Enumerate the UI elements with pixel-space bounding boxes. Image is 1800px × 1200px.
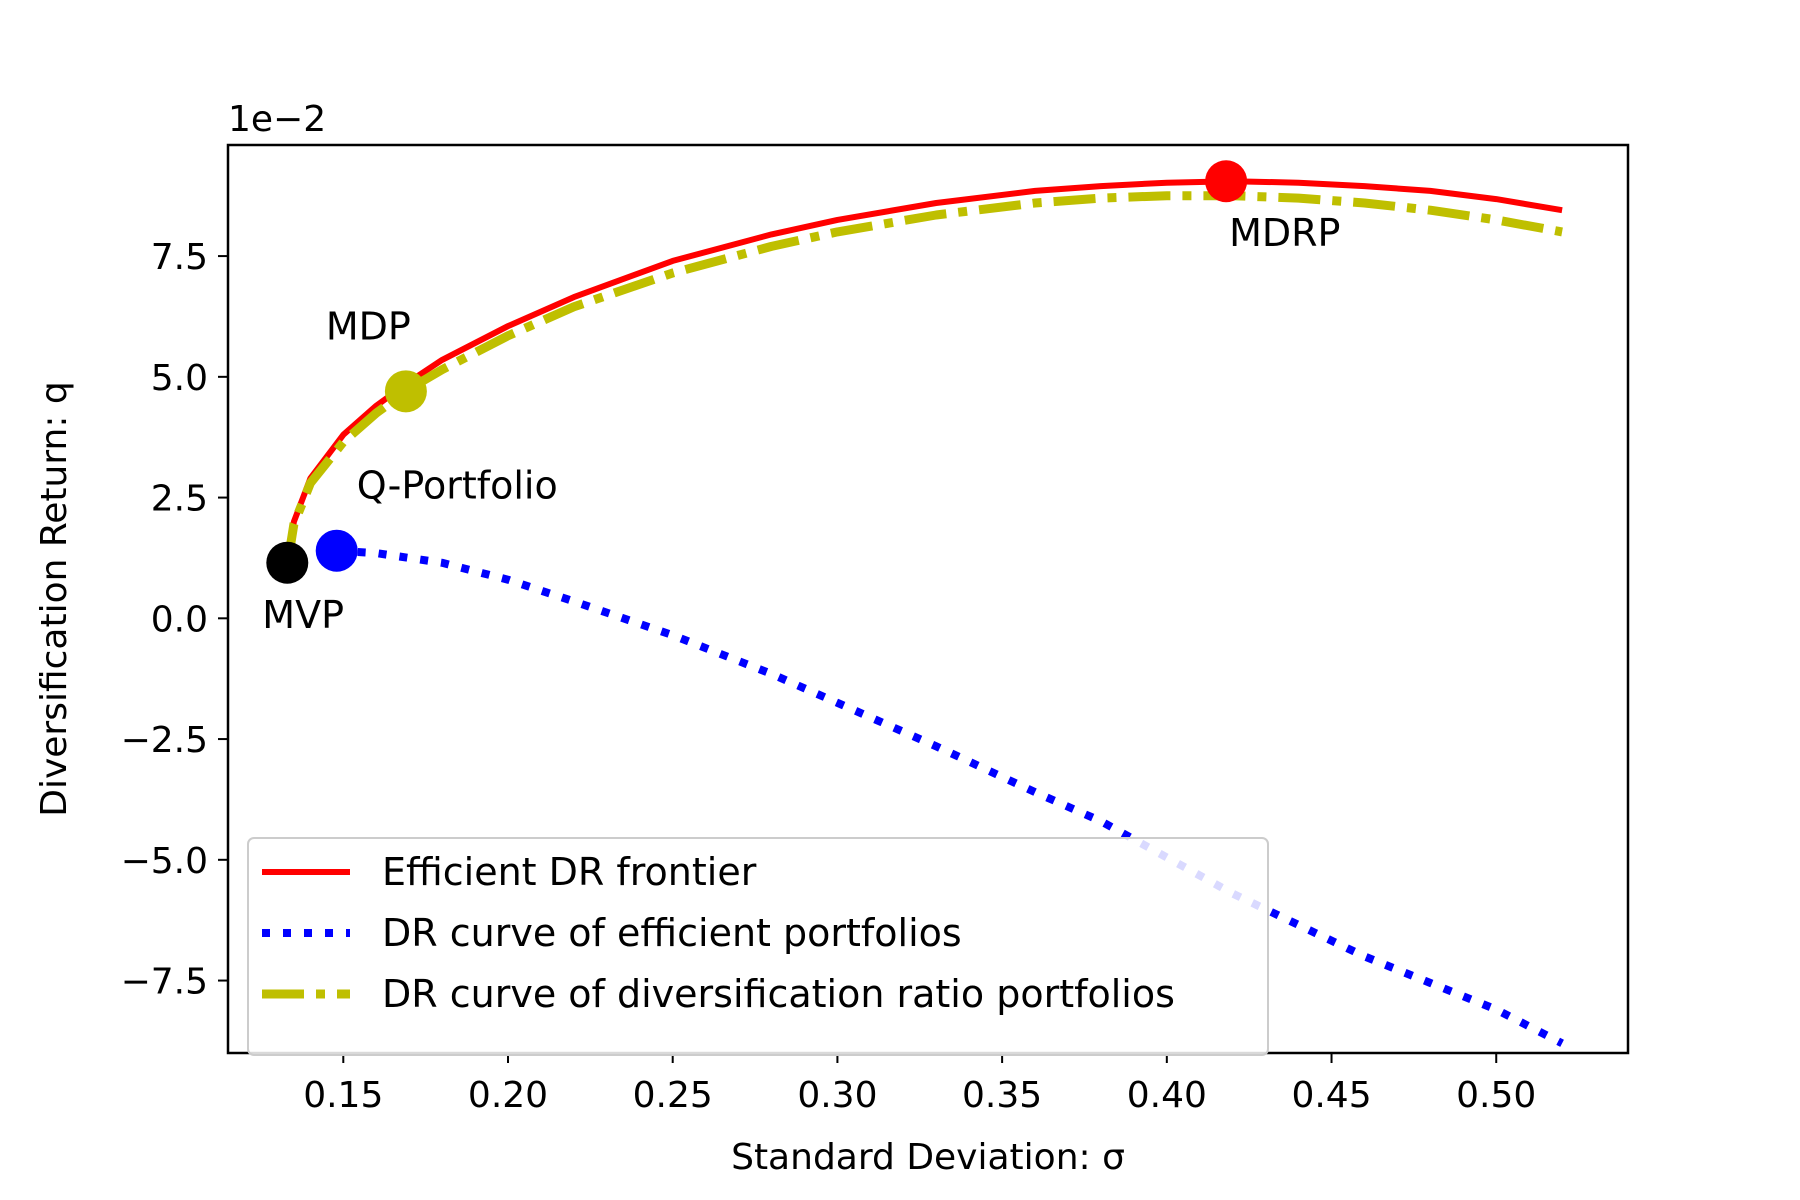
legend-label-dr-curve-of-diversification-ratio-portfolios: DR curve of diversification ratio portfo… — [382, 972, 1175, 1016]
x-tick-label: 0.20 — [468, 1075, 548, 1116]
annotation-mdrp: MDRP — [1229, 211, 1340, 255]
annotation-mdp: MDP — [326, 304, 411, 348]
point-mdp — [384, 370, 427, 413]
point-mvp — [266, 541, 309, 584]
x-tick-label: 0.30 — [797, 1075, 877, 1116]
series-line-dr-curve-of-diversification-ratio-portfolios — [282, 191, 1563, 566]
y-axis-title: Diversification Return: q — [34, 381, 75, 817]
legend-label-efficient-dr-frontier: Efficient DR frontier — [382, 850, 757, 894]
series-line-efficient-dr-frontier — [284, 178, 1563, 566]
y-tick-label: 7.5 — [151, 237, 208, 278]
x-tick-label: 0.15 — [303, 1075, 383, 1116]
point-mdrp — [1205, 160, 1248, 203]
x-tick-label: 0.45 — [1291, 1075, 1371, 1116]
x-tick-label: 0.40 — [1127, 1075, 1207, 1116]
y-offset-label: 1e−2 — [228, 99, 326, 140]
point-q-portfolio — [315, 529, 358, 572]
series-layer — [282, 178, 1564, 1047]
y-tick-label: −7.5 — [121, 962, 208, 1003]
x-tick-label: 0.50 — [1456, 1075, 1536, 1116]
legend-label-dr-curve-of-efficient-portfolios: DR curve of efficient portfolios — [382, 911, 962, 955]
x-axis: 0.15 0.20 0.25 0.30 0.35 0.40 0.45 0.50 — [303, 1053, 1536, 1116]
legend: Efficient DR frontier DR curve of efficie… — [247, 837, 1269, 1056]
y-tick-label: −5.0 — [121, 841, 208, 882]
x-axis-title: Standard Deviation: σ — [731, 1137, 1125, 1178]
legend-box — [247, 837, 1269, 1056]
y-tick-label: −2.5 — [121, 720, 208, 761]
y-tick-label: 0.0 — [151, 599, 208, 640]
x-tick-label: 0.35 — [962, 1075, 1042, 1116]
y-axis: −7.5 −5.0 −2.5 0.0 2.5 5.0 7.5 — [121, 237, 228, 1003]
annotation-q-portfolio: Q-Portfolio — [357, 464, 558, 508]
points-layer: MVP Q-Portfolio MDP MDRP — [262, 160, 1340, 637]
x-tick-label: 0.25 — [633, 1075, 713, 1116]
y-tick-label: 5.0 — [151, 358, 208, 399]
y-tick-label: 2.5 — [151, 479, 208, 520]
annotation-mvp: MVP — [262, 593, 344, 637]
